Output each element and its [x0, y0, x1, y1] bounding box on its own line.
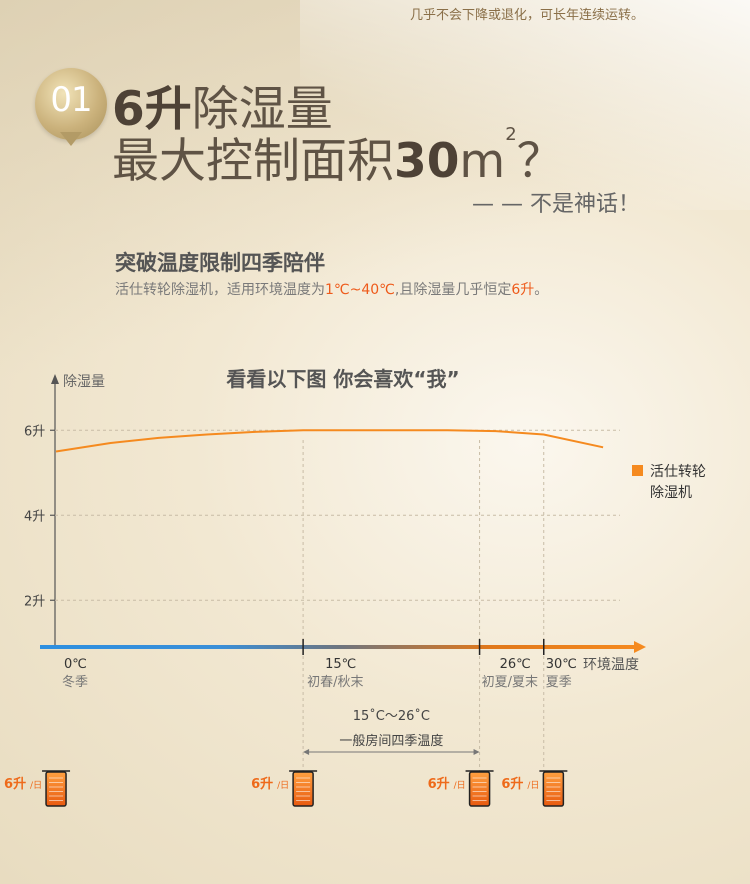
y-tick-label: 4升 [24, 509, 45, 524]
headline-area-value: 30 [394, 134, 460, 189]
range-bracket-arrow-right [473, 749, 480, 755]
headline-capacity: 6升 [112, 82, 192, 137]
desc-part-3: 。 [534, 282, 549, 298]
desc-capacity: 6升 [511, 282, 535, 298]
dehumidify-chart: 看看以下图 你会喜欢“我”除湿量2升4升6升环境温度0℃冬季15℃初春/秋末26… [4, 367, 706, 807]
legend-swatch [632, 465, 643, 476]
section-title: 突破温度限制四季陪伴 [115, 251, 325, 275]
water-cup-icon [468, 771, 491, 807]
x-axis-label: 环境温度 [583, 657, 639, 673]
cup-amount-label: 6升 [4, 776, 26, 792]
water-cup-icon [45, 771, 67, 807]
headline-line-2: 最大控制面积30m2？ [112, 122, 564, 191]
cup-amount-label: 6升 [428, 776, 450, 792]
section-description: 活仕转轮除湿机，适用环境温度为1℃~40℃,且除湿量几乎恒定6升。 [115, 279, 548, 299]
headline-question-mark: ？ [516, 134, 564, 189]
x-season-label: 冬季 [62, 674, 88, 690]
background-highlight [300, 0, 750, 210]
legend-label-line-2: 除湿机 [650, 485, 692, 501]
desc-part-1: 活仕转轮除湿机，适用环境温度为 [115, 282, 325, 298]
water-cup-icon [542, 771, 565, 807]
cup-unit-label: /日 [454, 780, 466, 791]
range-bracket-arrow-left [303, 749, 310, 755]
desc-part-2: ,且除湿量几乎恒定 [394, 282, 512, 298]
headline-capacity-label: 除湿量 [191, 82, 333, 137]
cup-amount-label: 6升 [501, 776, 523, 792]
x-axis-arrow [634, 641, 646, 653]
x-axis-line [40, 645, 638, 649]
badge-pointer [60, 132, 82, 146]
desc-temp-range: 1℃~40℃ [325, 282, 395, 298]
x-season-label: 初春/秋末 [307, 675, 363, 690]
cup-amount-label: 6升 [251, 776, 273, 792]
x-tick-label: 15℃ [325, 657, 356, 672]
badge-number: 01 [50, 80, 92, 120]
x-tick-label: 26℃ [500, 657, 531, 672]
y-tick-label: 2升 [24, 594, 45, 609]
top-note: 几乎不会下降或退化，可长年连续运转。 [410, 8, 645, 23]
range-description: 一般房间四季温度 [339, 733, 443, 749]
section-number-badge [35, 68, 107, 140]
y-axis-arrow [51, 374, 59, 384]
y-tick-label: 6升 [24, 424, 45, 439]
x-season-label: 初夏/夏末 [482, 675, 538, 690]
headline-area-sup: 2 [505, 124, 517, 145]
series-line [55, 429, 604, 453]
y-axis-label: 除湿量 [63, 374, 105, 390]
legend-label-line-1: 活仕转轮 [650, 464, 706, 480]
range-label: 15˚C～26˚C [353, 708, 430, 724]
cup-unit-label: /日 [527, 780, 539, 791]
headline-line-1: 6升除湿量 [112, 70, 333, 139]
x-tick-label: 0℃ [64, 657, 87, 672]
headline-area-label: 最大控制面积 [112, 134, 394, 189]
chart-title: 看看以下图 你会喜欢“我” [226, 367, 459, 391]
headline-tagline: — — 不是神话！ [472, 192, 640, 217]
x-tick-label: 30℃ [546, 657, 577, 672]
headline-area-unit: m [459, 134, 506, 189]
cup-unit-label: /日 [277, 780, 289, 791]
cup-unit-label: /日 [30, 780, 42, 791]
water-cup-icon [292, 771, 314, 807]
x-season-label: 夏季 [546, 675, 572, 690]
